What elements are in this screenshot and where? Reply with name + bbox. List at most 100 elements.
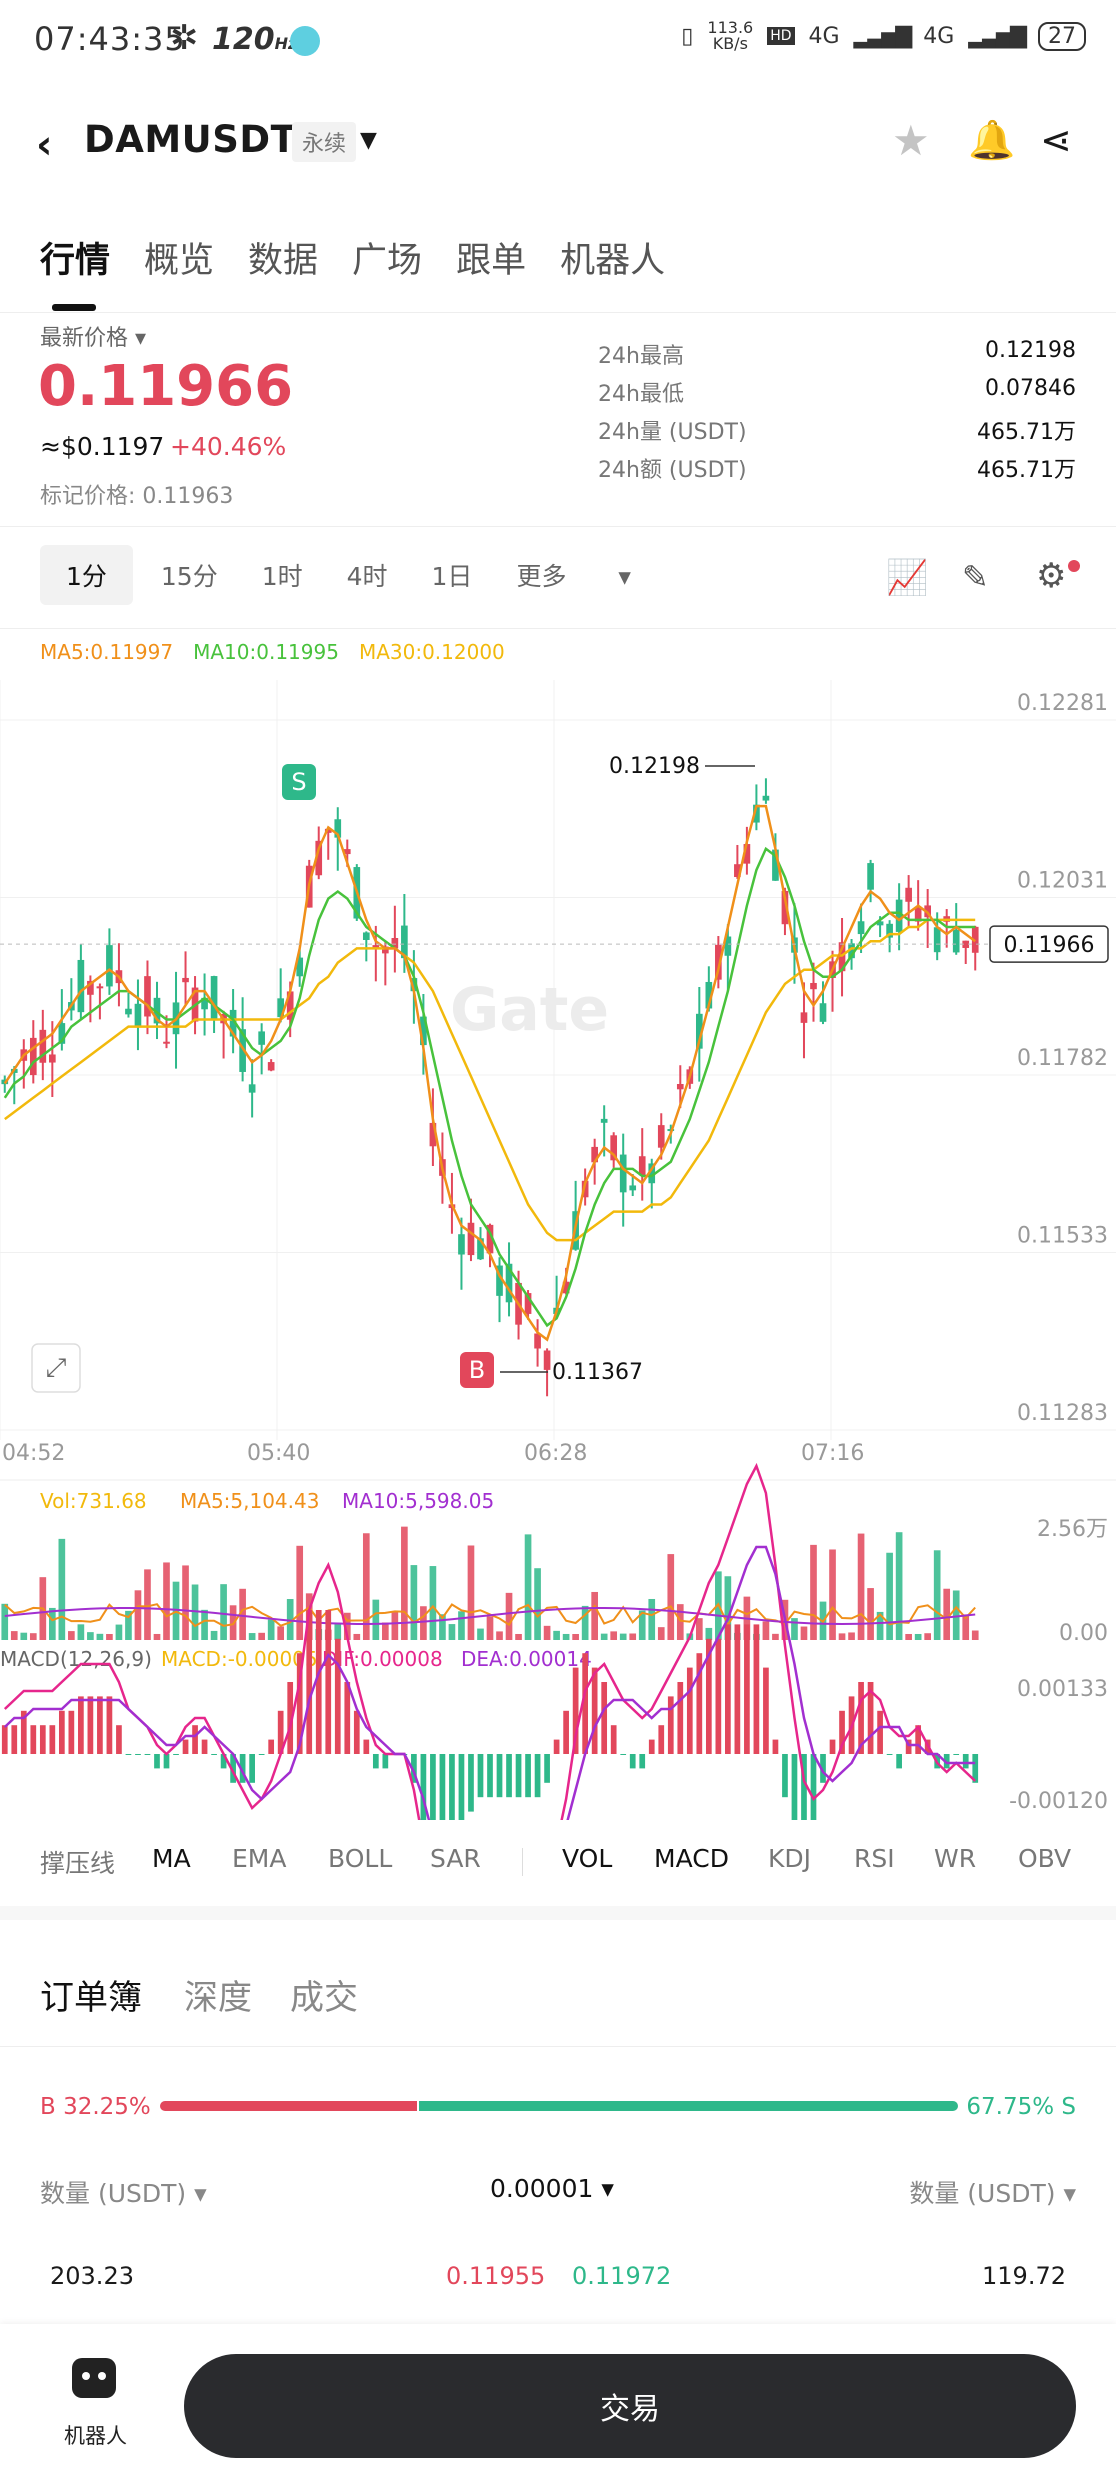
ind-support[interactable]: 撑压线: [40, 1849, 116, 1878]
tab-trades[interactable]: 成交: [290, 1978, 358, 2018]
tf-1h[interactable]: 1时: [261, 562, 303, 591]
volume-bar: [791, 1618, 798, 1640]
macd-hist-bar: [782, 1754, 788, 1798]
tf-4h[interactable]: 4时: [346, 562, 388, 591]
macd-legend-2: DIF:0.00008: [322, 1647, 443, 1671]
ind-macd[interactable]: MACD: [654, 1844, 729, 1873]
draw-icon[interactable]: ✎: [962, 558, 989, 596]
macd-hist-bar: [534, 1754, 541, 1798]
macd-hist-bar: [268, 1739, 275, 1754]
candle-body: [619, 1154, 627, 1193]
candle-body: [134, 1003, 142, 1028]
ask-qty-header[interactable]: 数量 (USDT) ▾: [909, 2179, 1076, 2208]
battery-icon: 27: [1038, 21, 1086, 51]
tab-square[interactable]: 广场: [352, 241, 423, 281]
tab-data[interactable]: 数据: [248, 241, 319, 281]
volume-bar: [429, 1566, 437, 1640]
tab-orderbook[interactable]: 订单簿: [40, 1978, 142, 2018]
candle-body: [886, 923, 893, 938]
volume-bar: [610, 1631, 618, 1640]
ind-wr[interactable]: WR: [934, 1844, 977, 1873]
volume-y-tick: 2.56万: [1037, 1517, 1108, 1542]
ind-vol[interactable]: VOL: [562, 1844, 613, 1873]
volume-bar: [277, 1626, 285, 1640]
volume-bar: [144, 1569, 151, 1640]
volume-bar: [657, 1627, 665, 1640]
tab-overview[interactable]: 概览: [144, 241, 215, 281]
volume-bar: [382, 1622, 389, 1640]
ind-sar[interactable]: SAR: [430, 1844, 481, 1873]
bell-icon[interactable]: 🔔: [968, 118, 1016, 162]
candle-body: [486, 1224, 494, 1254]
volume-bar: [77, 1624, 85, 1640]
candle-body: [315, 840, 323, 876]
macd-hist-bar: [106, 1696, 113, 1754]
ask-price[interactable]: 0.11972: [572, 2262, 672, 2290]
tf-more[interactable]: 更多 ▾: [516, 562, 631, 591]
symbol-title[interactable]: DAMUSDT: [84, 118, 297, 161]
candle-body: [591, 1146, 598, 1163]
macd-hist-bar: [715, 1638, 722, 1754]
volume-bar: [210, 1630, 218, 1640]
caret-down-icon[interactable]: ▼: [360, 128, 377, 153]
macd-hist-bar: [839, 1710, 845, 1754]
bid-price[interactable]: 0.11955: [446, 2262, 546, 2290]
star-icon[interactable]: ★: [892, 116, 930, 165]
sell-ratio-bar: [419, 2101, 958, 2111]
macd-hist-bar: [154, 1754, 160, 1769]
volume-bar: [182, 1565, 189, 1640]
macd-hist-bar: [97, 1696, 103, 1754]
candle-body: [772, 849, 779, 881]
candle-body: [800, 1012, 808, 1023]
ind-boll[interactable]: BOLL: [328, 1844, 393, 1873]
tf-15m[interactable]: 15分: [160, 562, 218, 591]
robot-icon[interactable]: [72, 2358, 116, 2398]
price-label[interactable]: 最新价格 ▾: [40, 326, 147, 351]
price-chart[interactable]: 0.12281 0.12031 0.11782 0.11533 0.11283 04:52…: [0, 660, 1116, 1820]
ind-rsi[interactable]: RSI: [854, 1844, 895, 1873]
volume-ma10-line: [4, 1607, 976, 1626]
tf-1d[interactable]: 1日: [431, 562, 473, 591]
watermark: Gate: [450, 975, 609, 1045]
ind-obv[interactable]: OBV: [1018, 1844, 1072, 1873]
trade-button[interactable]: 交易: [184, 2354, 1076, 2458]
signal-icon: 4G: [808, 23, 840, 49]
indicator-icon[interactable]: 📈: [886, 558, 929, 598]
bid-qty-header[interactable]: 数量 (USDT) ▾: [40, 2179, 207, 2208]
ind-kdj[interactable]: KDJ: [768, 1844, 812, 1873]
macd-hist-bar: [458, 1754, 465, 1820]
macd-hist-bar: [915, 1725, 922, 1754]
ind-ema[interactable]: EMA: [232, 1844, 287, 1873]
macd-hist-bar: [249, 1754, 255, 1783]
macd-hist-bar: [363, 1739, 370, 1754]
macd-hist-bar: [30, 1725, 37, 1754]
macd-hist-bar: [686, 1667, 693, 1754]
macd-legend-3: DEA:0.00014: [461, 1647, 592, 1671]
volume-bar: [220, 1584, 227, 1640]
macd-hist-bar: [277, 1710, 284, 1754]
sell-ratio: 67.75% S: [966, 2094, 1076, 2120]
macd-hist-bar: [58, 1710, 65, 1754]
macd-hist-bar: [525, 1754, 531, 1798]
contract-type-badge[interactable]: 永续: [292, 122, 357, 162]
precision-select[interactable]: 0.00001 ▾: [490, 2174, 614, 2203]
change-percent: +40.46%: [170, 432, 287, 461]
macd-hist-bar: [306, 1610, 313, 1754]
tab-bot[interactable]: 机器人: [560, 241, 666, 281]
tab-depth[interactable]: 深度: [184, 1978, 252, 2018]
macd-hist-bar: [943, 1754, 950, 1769]
tf-1m[interactable]: 1分: [40, 545, 133, 605]
volume-bar: [572, 1633, 579, 1640]
back-icon[interactable]: ‹: [36, 122, 53, 168]
candle-body: [229, 1009, 237, 1037]
share-icon[interactable]: ⋖: [1040, 118, 1072, 162]
candle-body: [724, 936, 732, 956]
tab-market[interactable]: 行情: [40, 241, 111, 281]
robot-label[interactable]: 机器人: [64, 2424, 127, 2448]
ma-legend: MA5:0.11997 MA10:0.11995 MA30:0.12000: [40, 640, 505, 664]
tab-copy[interactable]: 跟单: [456, 241, 527, 281]
macd-hist-bar: [87, 1696, 94, 1754]
macd-hist-bar: [610, 1725, 617, 1754]
settings-icon[interactable]: ⚙: [1036, 556, 1067, 596]
ind-ma[interactable]: MA: [152, 1844, 191, 1873]
